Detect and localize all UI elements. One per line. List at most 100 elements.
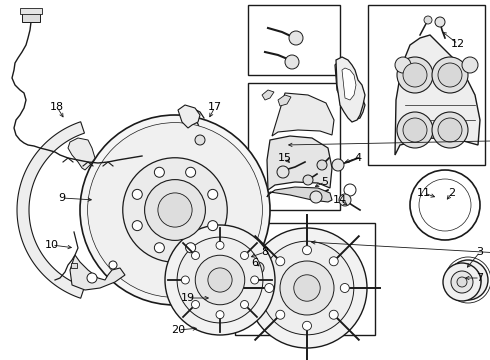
Circle shape bbox=[241, 301, 248, 309]
Polygon shape bbox=[68, 138, 95, 170]
Text: 10: 10 bbox=[45, 240, 59, 250]
Text: 8: 8 bbox=[262, 247, 269, 257]
Polygon shape bbox=[278, 95, 291, 106]
Circle shape bbox=[192, 301, 199, 309]
Circle shape bbox=[154, 243, 164, 253]
Circle shape bbox=[403, 63, 427, 87]
Circle shape bbox=[448, 260, 488, 300]
Circle shape bbox=[397, 112, 433, 148]
Circle shape bbox=[424, 16, 432, 24]
Polygon shape bbox=[17, 122, 84, 298]
Circle shape bbox=[344, 184, 356, 196]
Circle shape bbox=[109, 261, 117, 269]
Circle shape bbox=[329, 257, 338, 266]
Circle shape bbox=[432, 57, 468, 93]
Circle shape bbox=[332, 159, 344, 171]
Text: 18: 18 bbox=[50, 102, 64, 112]
Circle shape bbox=[397, 57, 433, 93]
Circle shape bbox=[208, 268, 232, 292]
Circle shape bbox=[208, 221, 218, 231]
Circle shape bbox=[208, 189, 218, 199]
Polygon shape bbox=[70, 255, 125, 290]
Text: 19: 19 bbox=[181, 293, 195, 303]
Circle shape bbox=[317, 160, 327, 170]
Circle shape bbox=[186, 243, 196, 253]
Circle shape bbox=[195, 255, 245, 305]
Text: 3: 3 bbox=[476, 247, 484, 257]
Polygon shape bbox=[336, 57, 365, 122]
Circle shape bbox=[247, 228, 367, 348]
Circle shape bbox=[260, 241, 354, 335]
Circle shape bbox=[241, 252, 248, 260]
Circle shape bbox=[289, 31, 303, 45]
Circle shape bbox=[438, 118, 462, 142]
Circle shape bbox=[410, 170, 480, 240]
Polygon shape bbox=[395, 35, 480, 155]
Text: 4: 4 bbox=[354, 153, 362, 163]
Polygon shape bbox=[267, 187, 332, 202]
Circle shape bbox=[462, 274, 474, 286]
Circle shape bbox=[457, 277, 467, 287]
Circle shape bbox=[192, 252, 199, 260]
Circle shape bbox=[123, 158, 227, 262]
Circle shape bbox=[251, 276, 259, 284]
Bar bbox=[248, 5, 340, 75]
Bar bbox=[235, 223, 375, 335]
Circle shape bbox=[145, 180, 205, 240]
Circle shape bbox=[285, 55, 299, 69]
Text: 11: 11 bbox=[417, 188, 431, 198]
Circle shape bbox=[310, 191, 322, 203]
Circle shape bbox=[443, 263, 481, 301]
Circle shape bbox=[277, 166, 289, 178]
Circle shape bbox=[276, 257, 285, 266]
Text: 20: 20 bbox=[171, 325, 185, 335]
Circle shape bbox=[216, 241, 224, 249]
Circle shape bbox=[302, 246, 312, 255]
Text: 9: 9 bbox=[58, 193, 66, 203]
Circle shape bbox=[252, 262, 264, 274]
Circle shape bbox=[403, 118, 427, 142]
Circle shape bbox=[435, 17, 445, 27]
Circle shape bbox=[303, 175, 313, 185]
Polygon shape bbox=[262, 90, 274, 100]
Polygon shape bbox=[342, 68, 356, 100]
Circle shape bbox=[132, 221, 142, 231]
Circle shape bbox=[158, 193, 192, 227]
Circle shape bbox=[80, 115, 270, 305]
Text: 7: 7 bbox=[476, 273, 484, 283]
Bar bbox=[248, 83, 340, 210]
Polygon shape bbox=[335, 60, 365, 120]
Polygon shape bbox=[178, 105, 200, 128]
Polygon shape bbox=[272, 93, 334, 136]
Bar bbox=[71, 263, 77, 268]
Circle shape bbox=[395, 57, 411, 73]
Circle shape bbox=[419, 179, 471, 231]
Text: 12: 12 bbox=[451, 39, 465, 49]
Circle shape bbox=[87, 273, 97, 283]
Circle shape bbox=[88, 123, 263, 297]
Text: 6: 6 bbox=[251, 258, 259, 268]
Circle shape bbox=[132, 189, 142, 199]
Bar bbox=[20, 8, 42, 14]
Circle shape bbox=[216, 311, 224, 319]
Circle shape bbox=[195, 135, 205, 145]
Text: 15: 15 bbox=[278, 153, 292, 163]
Circle shape bbox=[451, 271, 473, 293]
Circle shape bbox=[455, 267, 481, 293]
Circle shape bbox=[154, 167, 164, 177]
Circle shape bbox=[186, 167, 196, 177]
Text: 5: 5 bbox=[321, 177, 328, 187]
Circle shape bbox=[177, 237, 263, 323]
Bar bbox=[22, 12, 40, 22]
Circle shape bbox=[280, 261, 334, 315]
Circle shape bbox=[339, 194, 351, 206]
Text: 2: 2 bbox=[448, 188, 456, 198]
Circle shape bbox=[165, 225, 275, 335]
Bar bbox=[368, 5, 485, 165]
Circle shape bbox=[181, 276, 189, 284]
Circle shape bbox=[462, 57, 478, 73]
Circle shape bbox=[302, 321, 312, 330]
Text: 14: 14 bbox=[333, 195, 347, 205]
Circle shape bbox=[294, 275, 320, 301]
Circle shape bbox=[340, 284, 349, 292]
